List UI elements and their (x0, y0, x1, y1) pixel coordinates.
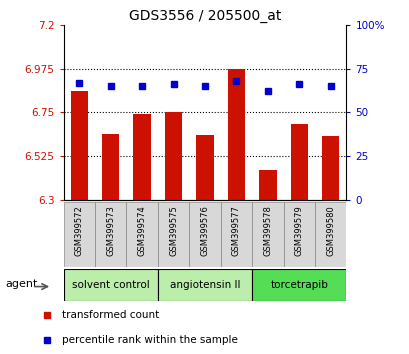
Text: agent: agent (5, 279, 37, 289)
Bar (252, 269, 345, 301)
Text: GSM399580: GSM399580 (326, 205, 335, 256)
Text: GSM399576: GSM399576 (200, 205, 209, 256)
Bar (95, 202, 126, 267)
Bar (189, 202, 220, 267)
Text: GSM399573: GSM399573 (106, 205, 115, 256)
Bar (258, 170, 276, 200)
Text: solvent control: solvent control (72, 280, 149, 290)
Bar (321, 136, 339, 200)
Bar (157, 202, 189, 267)
Text: transformed count: transformed count (61, 309, 159, 320)
Bar (252, 202, 283, 267)
Text: GSM399572: GSM399572 (74, 205, 83, 256)
Bar (102, 134, 119, 200)
Bar (164, 113, 182, 200)
Text: GSM399575: GSM399575 (169, 205, 178, 256)
Text: GDS3556 / 205500_at: GDS3556 / 205500_at (128, 9, 281, 23)
Bar (196, 135, 213, 200)
Text: GSM399574: GSM399574 (137, 205, 146, 256)
Text: GSM399579: GSM399579 (294, 205, 303, 256)
Bar (227, 69, 245, 200)
Text: percentile rank within the sample: percentile rank within the sample (61, 335, 237, 346)
Bar (283, 202, 314, 267)
Bar (63, 202, 95, 267)
Bar (126, 202, 157, 267)
Bar (70, 91, 88, 200)
Bar (314, 202, 346, 267)
Bar (158, 269, 251, 301)
Bar (290, 124, 307, 200)
Text: torcetrapib: torcetrapib (270, 280, 328, 290)
Bar (133, 114, 151, 200)
Text: angiotensin II: angiotensin II (169, 280, 240, 290)
Text: GSM399578: GSM399578 (263, 205, 272, 256)
Bar (220, 202, 252, 267)
Bar (64, 269, 157, 301)
Text: GSM399577: GSM399577 (231, 205, 240, 256)
